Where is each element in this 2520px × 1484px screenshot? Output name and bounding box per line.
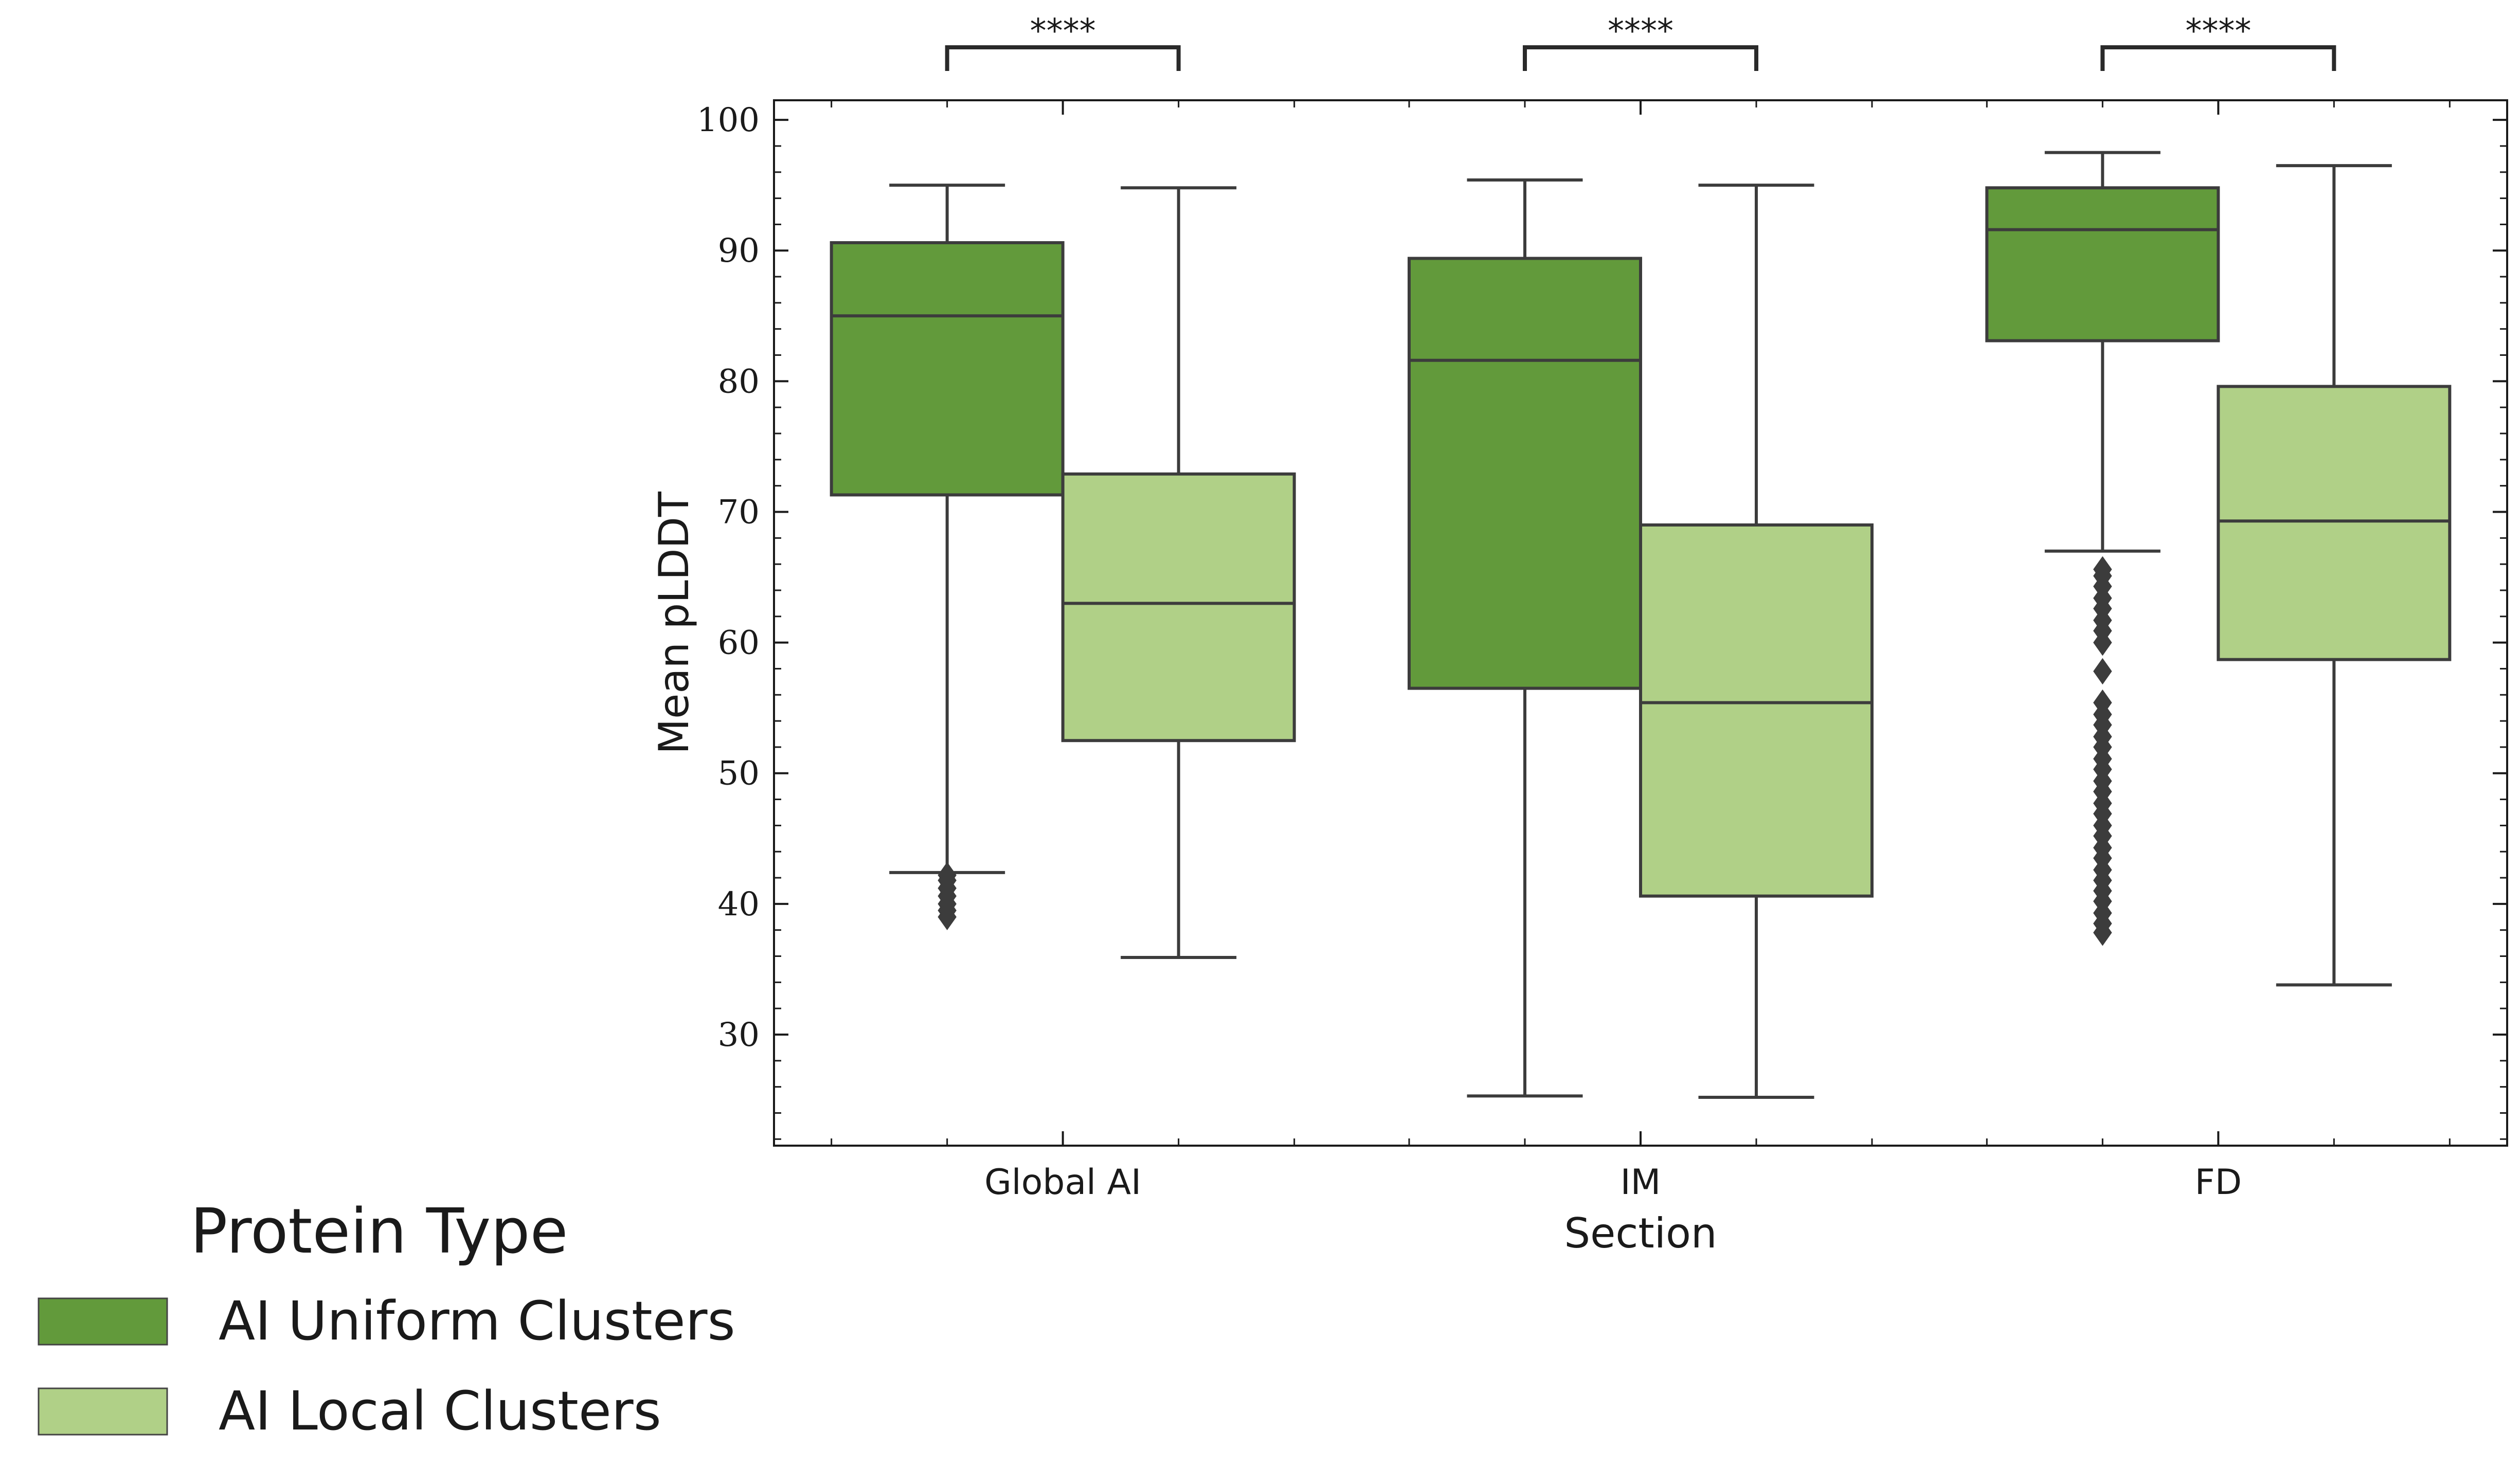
legend-label-local: AI Local Clusters — [219, 1380, 661, 1442]
outlier-point — [2093, 658, 2112, 685]
significance-bracket — [1523, 45, 1758, 71]
significance-bracket — [945, 45, 1181, 71]
y-ticks: 30 40 50 60 70 80 90 100 — [697, 101, 2507, 1140]
x-ticks: Global AI IM FD — [831, 100, 2451, 1203]
box-fd-local — [2217, 164, 2452, 987]
y-tick-label: 90 — [718, 232, 760, 270]
y-tick-label: 70 — [718, 493, 760, 531]
significance-label: **** — [2185, 12, 2251, 50]
y-tick-label: 60 — [718, 624, 760, 662]
y-tick-label: 100 — [697, 101, 760, 139]
box-global-ai-uniform — [830, 184, 1065, 931]
box-im-uniform — [1408, 178, 1642, 1098]
y-tick-label: 30 — [718, 1016, 760, 1054]
box-iqr — [2217, 385, 2452, 661]
y-axis-title: Mean pLDDT — [650, 491, 698, 754]
y-tick-label: 40 — [718, 885, 760, 924]
outlier-point — [938, 862, 957, 889]
x-category-label: Global AI — [984, 1162, 1141, 1203]
box-fd-uniform — [1985, 151, 2220, 946]
significance-label: **** — [1030, 12, 1096, 50]
box-global-ai-local — [1061, 186, 1296, 960]
significance-bracket — [2100, 45, 2336, 71]
x-category-label: IM — [1621, 1162, 1661, 1203]
y-tick-label: 80 — [718, 363, 760, 401]
legend-swatch-uniform — [38, 1297, 168, 1346]
outlier-point — [2093, 689, 2112, 716]
outlier-point — [2093, 556, 2112, 583]
plot-area-frame — [773, 99, 2508, 1147]
x-axis-title: Section — [1564, 1209, 1717, 1257]
box-iqr — [1639, 523, 1874, 898]
x-category-label: FD — [2195, 1162, 2242, 1203]
box-iqr — [830, 241, 1065, 497]
y-tick-label: 50 — [718, 755, 760, 793]
legend-swatch-local — [38, 1387, 168, 1436]
legend: Protein Type AI Uniform Clusters AI Loca… — [38, 1196, 735, 1442]
significance-brackets: **** **** **** — [945, 12, 2336, 71]
legend-title: Protein Type — [190, 1196, 568, 1268]
box-iqr — [1408, 257, 1642, 690]
legend-label-uniform: AI Uniform Clusters — [219, 1290, 735, 1352]
box-series — [830, 151, 2452, 1099]
box-iqr — [1985, 186, 2220, 342]
box-iqr — [1061, 472, 1296, 743]
significance-label: **** — [1608, 12, 1673, 50]
box-im-local — [1639, 184, 1874, 1099]
